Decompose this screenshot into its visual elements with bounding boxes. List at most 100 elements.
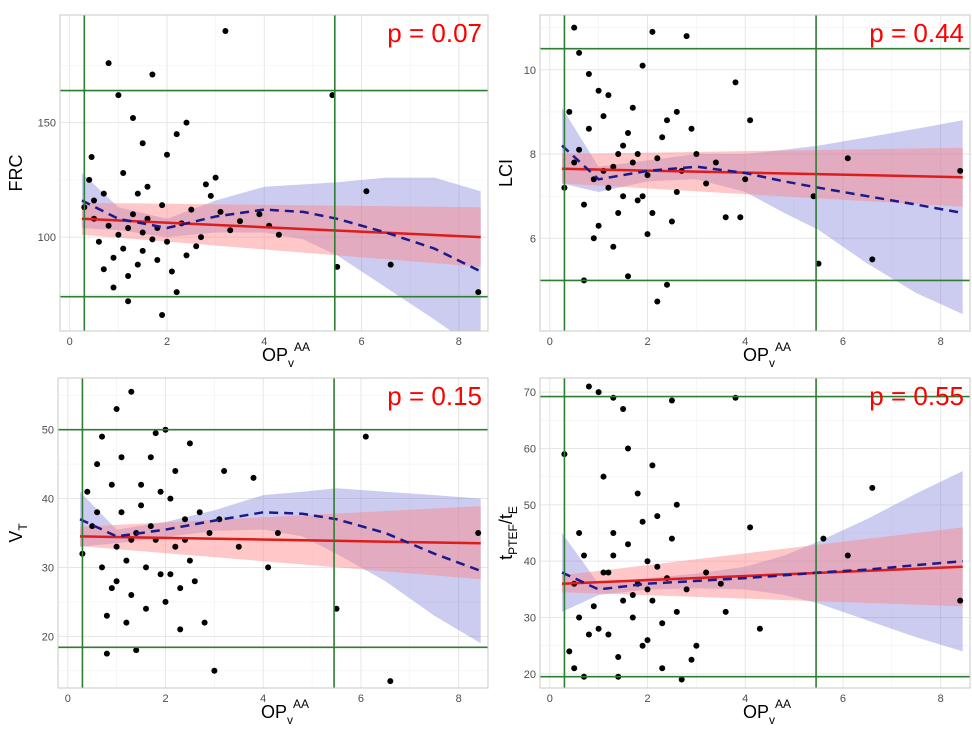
data-point xyxy=(274,530,281,536)
data-point xyxy=(639,518,646,525)
x-axis-label-superscript: AA xyxy=(775,697,791,711)
data-point xyxy=(139,140,146,147)
data-point xyxy=(108,481,115,488)
data-point xyxy=(120,170,127,176)
data-point xyxy=(654,563,661,570)
x-axis-label-superscript: AA xyxy=(775,340,791,354)
data-point xyxy=(211,667,218,674)
y-axis-label-subscript-2: E xyxy=(506,506,520,514)
panel-3: 0 2 4 6 8 20 30 40 50 p = 0.15 OPvAA VT xyxy=(6,377,489,727)
data-point xyxy=(212,174,219,181)
y-tick-label: 50 xyxy=(524,500,536,512)
data-point xyxy=(206,530,213,536)
x-tick-label: 0 xyxy=(65,693,71,705)
data-point xyxy=(581,201,587,208)
data-point xyxy=(722,608,729,615)
data-point xyxy=(639,642,646,649)
data-point xyxy=(610,394,617,401)
data-point xyxy=(634,197,641,204)
data-point xyxy=(620,597,627,604)
data-point xyxy=(387,678,394,685)
x-axis-label: OPvAA xyxy=(743,697,791,727)
x-axis-label: OPvAA xyxy=(743,340,791,370)
y-tick-label: 10 xyxy=(524,65,536,77)
data-point xyxy=(138,502,145,509)
data-point xyxy=(113,406,120,412)
plot-area xyxy=(561,24,964,315)
data-point xyxy=(168,268,175,275)
data-point xyxy=(600,569,607,576)
data-point xyxy=(605,569,612,576)
data-point xyxy=(629,614,636,621)
x-tick-label: 2 xyxy=(162,693,168,705)
data-point xyxy=(256,211,263,218)
x-tick-label: 2 xyxy=(644,336,650,348)
data-point xyxy=(595,222,602,229)
data-point xyxy=(173,289,180,296)
y-tick-label: 20 xyxy=(524,669,536,681)
data-point xyxy=(123,619,130,626)
data-point xyxy=(143,564,149,571)
data-point xyxy=(95,238,102,245)
data-point xyxy=(595,625,602,632)
data-point xyxy=(595,87,602,94)
data-point xyxy=(167,571,174,578)
data-point xyxy=(157,571,164,578)
data-point xyxy=(362,433,369,440)
data-point xyxy=(693,151,700,157)
smooth-fit-ci-band xyxy=(562,107,963,315)
data-point xyxy=(610,243,617,250)
data-point xyxy=(571,159,578,166)
x-axis-label-main: OP xyxy=(261,702,287,722)
data-point xyxy=(147,454,154,461)
y-tick-label: 150 xyxy=(38,118,56,130)
x-tick-label: 4 xyxy=(742,693,748,705)
data-point xyxy=(590,603,597,610)
data-point xyxy=(202,181,209,188)
data-point xyxy=(668,397,675,404)
data-point xyxy=(128,388,135,395)
data-point xyxy=(629,104,636,111)
data-point xyxy=(732,394,739,401)
data-point xyxy=(183,119,190,126)
data-point xyxy=(103,612,110,619)
data-point xyxy=(869,484,876,491)
data-point xyxy=(566,108,573,115)
data-point xyxy=(118,454,125,461)
data-point xyxy=(644,231,651,238)
data-point xyxy=(134,261,141,268)
data-point xyxy=(722,214,729,221)
smooth-fit-line xyxy=(561,144,963,215)
x-tick-label: 6 xyxy=(358,693,364,705)
data-point xyxy=(639,62,646,69)
data-point xyxy=(810,193,817,200)
data-point xyxy=(196,509,203,516)
x-tick-label: 8 xyxy=(938,693,944,705)
data-point xyxy=(162,598,169,605)
data-point xyxy=(742,176,749,183)
panel-4: 0 2 4 6 8 20 30 40 50 60 70 p = 0.55 OPvAA tPTEF/tE xyxy=(496,377,971,727)
data-point xyxy=(585,71,592,77)
smooth-fit-line xyxy=(79,511,482,573)
data-point xyxy=(673,501,680,508)
x-tick-label: 2 xyxy=(164,336,170,348)
data-point xyxy=(615,654,622,660)
data-point xyxy=(581,552,587,559)
y-axis-label: FRC xyxy=(6,155,26,192)
x-axis-label: OPvAA xyxy=(261,697,309,727)
data-point xyxy=(227,227,234,234)
data-point xyxy=(585,125,592,132)
data-point xyxy=(634,151,641,157)
linear-fit-ci-band xyxy=(80,506,481,580)
linear-fit-line xyxy=(79,535,481,545)
y-axis-label: VT xyxy=(6,523,30,543)
data-point xyxy=(207,192,214,199)
data-point xyxy=(869,256,876,263)
y-axis-label-main: V xyxy=(6,531,26,543)
data-point xyxy=(130,115,136,121)
data-point xyxy=(115,231,122,238)
data-point xyxy=(703,569,710,576)
data-point xyxy=(610,552,617,559)
data-point xyxy=(143,605,149,612)
